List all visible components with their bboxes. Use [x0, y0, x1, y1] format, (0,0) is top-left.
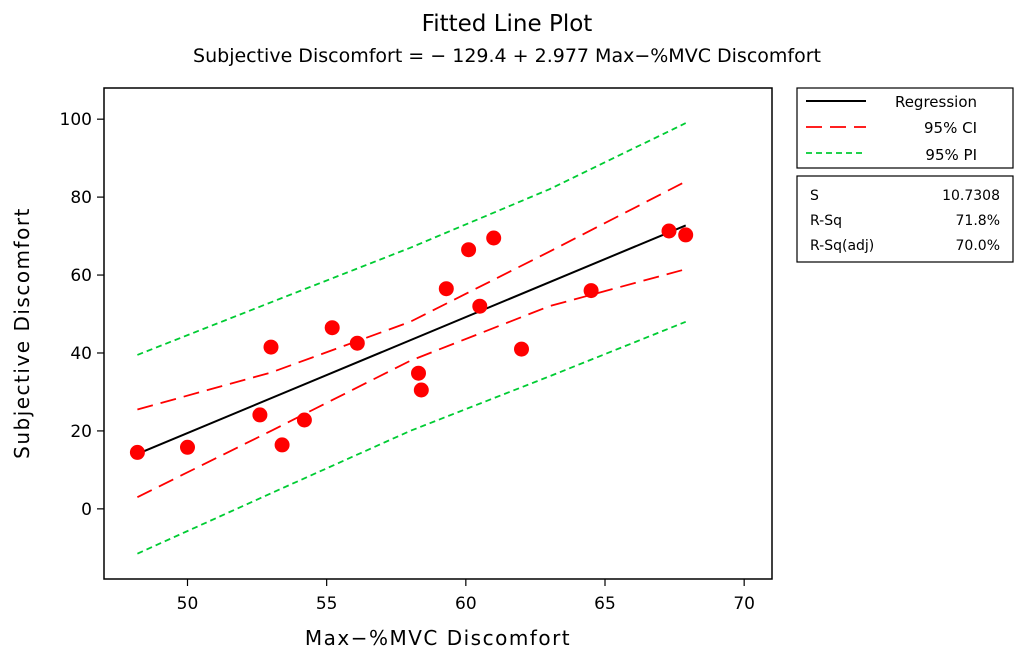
y-tick-label: 100 — [60, 110, 92, 130]
data-point — [324, 320, 340, 336]
data-point — [678, 227, 694, 243]
ci-upper-line — [137, 180, 687, 411]
data-point — [274, 437, 290, 453]
chart-subtitle: Subjective Discomfort = − 129.4 + 2.977 … — [193, 45, 821, 67]
x-axis: 50 55 60 65 70 — [177, 579, 755, 614]
regression-layer — [137, 224, 687, 455]
stat-rsq-adj-label: R-Sq(adj) — [810, 238, 874, 254]
data-point — [514, 341, 529, 357]
stat-rsq-value: 71.8% — [956, 213, 1000, 229]
data-point — [129, 444, 145, 460]
y-tick-label: 20 — [70, 422, 92, 442]
data-point — [180, 439, 195, 455]
y-tick-label: 0 — [81, 500, 92, 520]
x-tick-label: 70 — [733, 594, 755, 614]
x-tick-label: 65 — [594, 594, 616, 614]
stat-rsq-label: R-Sq — [810, 213, 842, 229]
data-point — [413, 382, 429, 398]
plot-area — [103, 87, 773, 580]
y-tick-label: 60 — [70, 266, 92, 286]
data-points — [129, 223, 694, 460]
x-tick-label: 60 — [455, 594, 477, 614]
data-point — [486, 230, 502, 246]
data-point — [263, 339, 279, 355]
y-tick-label: 40 — [70, 344, 92, 364]
stats-box — [796, 175, 1014, 263]
data-point — [461, 242, 477, 258]
stat-rsq-adj-value: 70.0% — [956, 238, 1000, 254]
y-tick-label: 80 — [70, 188, 92, 208]
legend-pi-label: 95% PI — [925, 146, 977, 164]
data-point — [411, 365, 426, 381]
stat-s-value: 10.7308 — [942, 188, 1000, 204]
legend-ci-label: 95% CI — [924, 119, 977, 137]
y-axis: 0 20 40 60 80 100 — [60, 110, 104, 520]
regression-line — [137, 224, 687, 455]
data-point — [252, 407, 268, 423]
data-point — [438, 281, 454, 297]
chart-title: Fitted Line Plot — [422, 11, 593, 37]
legend-regression-label: Regression — [895, 93, 977, 111]
x-tick-label: 50 — [177, 594, 199, 614]
pi-upper-line — [137, 122, 687, 356]
ci-lower-line — [136, 268, 686, 499]
y-axis-label: Subjective Discomfort — [10, 207, 34, 459]
legend: Regression 95% CI 95% PI — [796, 87, 1014, 169]
stats-table: S 10.7308 R-Sq 71.8% R-Sq(adj) 70.0% — [796, 175, 1014, 263]
x-axis-label: Max−%MVC Discomfort — [305, 626, 571, 650]
data-point — [349, 335, 365, 351]
data-point — [583, 283, 599, 299]
interval-bands — [136, 122, 687, 555]
data-point — [296, 412, 312, 428]
data-point — [661, 223, 677, 239]
x-tick-label: 55 — [316, 594, 338, 614]
data-point — [472, 298, 488, 314]
stat-s-label: S — [810, 188, 819, 204]
